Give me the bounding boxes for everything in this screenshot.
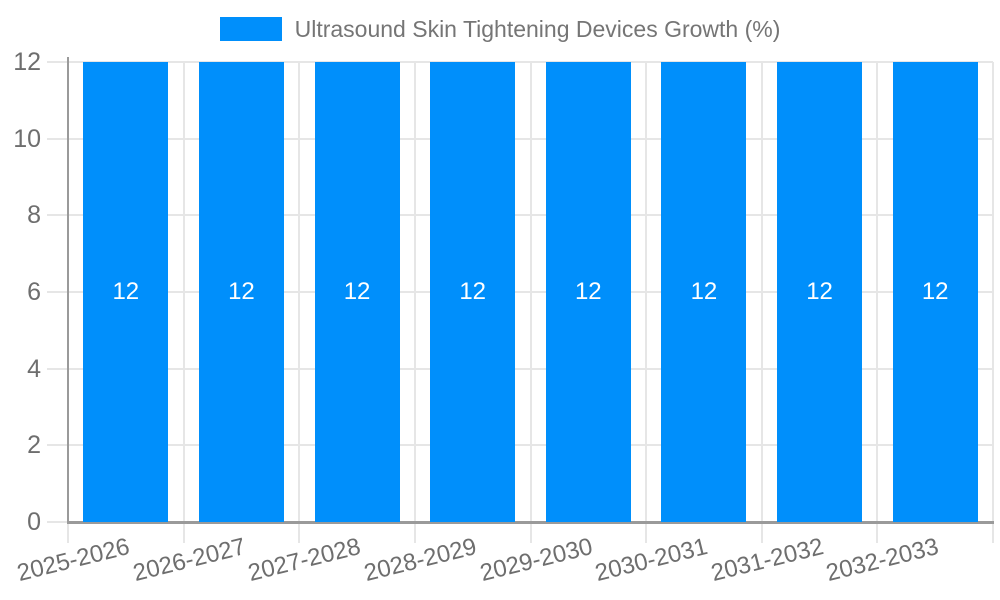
legend-item[interactable]: Ultrasound Skin Tightening Devices Growt…	[219, 14, 781, 44]
y-gridline	[47, 214, 993, 217]
bar[interactable]: 12	[545, 62, 631, 522]
x-gridline	[645, 62, 648, 543]
x-tick-label-text: 2026-2027	[130, 533, 248, 587]
y-tick-label: 2	[27, 431, 41, 460]
y-gridline	[47, 444, 993, 447]
bar[interactable]: 12	[430, 62, 516, 522]
legend: Ultrasound Skin Tightening Devices Growt…	[0, 14, 1000, 44]
bar[interactable]: 12	[777, 62, 863, 522]
bar[interactable]: 12	[661, 62, 747, 522]
y-tick-label: 4	[27, 354, 41, 383]
x-tick-label-text: 2028-2029	[361, 533, 480, 587]
bar[interactable]: 12	[83, 62, 169, 522]
y-gridline	[47, 367, 993, 370]
x-tick-label-text: 2029-2030	[476, 533, 595, 587]
bar-value-label: 12	[921, 278, 949, 305]
bar[interactable]: 12	[198, 62, 284, 522]
x-tick-label-text: 2030-2031	[592, 533, 711, 587]
legend-label: Ultrasound Skin Tightening Devices Growt…	[294, 16, 781, 42]
bar-value-label: 12	[228, 278, 255, 305]
x-gridline	[529, 62, 532, 543]
x-gridline	[992, 62, 994, 543]
legend-swatch-icon	[219, 17, 282, 41]
y-tick-label: 8	[27, 201, 41, 230]
x-gridline	[413, 62, 416, 543]
bar[interactable]: 12	[892, 62, 978, 522]
bar-value-label: 12	[112, 278, 140, 305]
y-axis-line	[67, 57, 69, 522]
x-gridline	[182, 62, 185, 543]
y-tick-label: 10	[13, 124, 41, 153]
x-gridline	[760, 62, 763, 543]
bar-value-label: 12	[574, 278, 602, 305]
x-tick-label-text: 2032-2033	[823, 533, 942, 587]
y-tick-label: 0	[27, 508, 41, 536]
bar-value-label: 12	[459, 278, 487, 305]
y-gridline	[47, 137, 993, 140]
x-tick-label-text: 2025-2026	[14, 533, 133, 587]
bar-value-label: 12	[806, 278, 833, 305]
x-axis-line	[67, 521, 994, 524]
y-gridline	[47, 61, 993, 63]
x-gridline	[298, 62, 301, 543]
x-gridline	[876, 62, 879, 543]
bar-value-label: 12	[343, 278, 371, 305]
y-tick-label: 6	[27, 278, 41, 306]
bar[interactable]: 12	[314, 62, 400, 522]
y-gridline	[47, 291, 993, 293]
y-tick-label: 12	[13, 48, 41, 76]
bar-value-label: 12	[690, 278, 718, 305]
x-tick-label-text: 2027-2028	[245, 533, 364, 587]
x-tick-label-text: 2031-2032	[708, 533, 827, 587]
